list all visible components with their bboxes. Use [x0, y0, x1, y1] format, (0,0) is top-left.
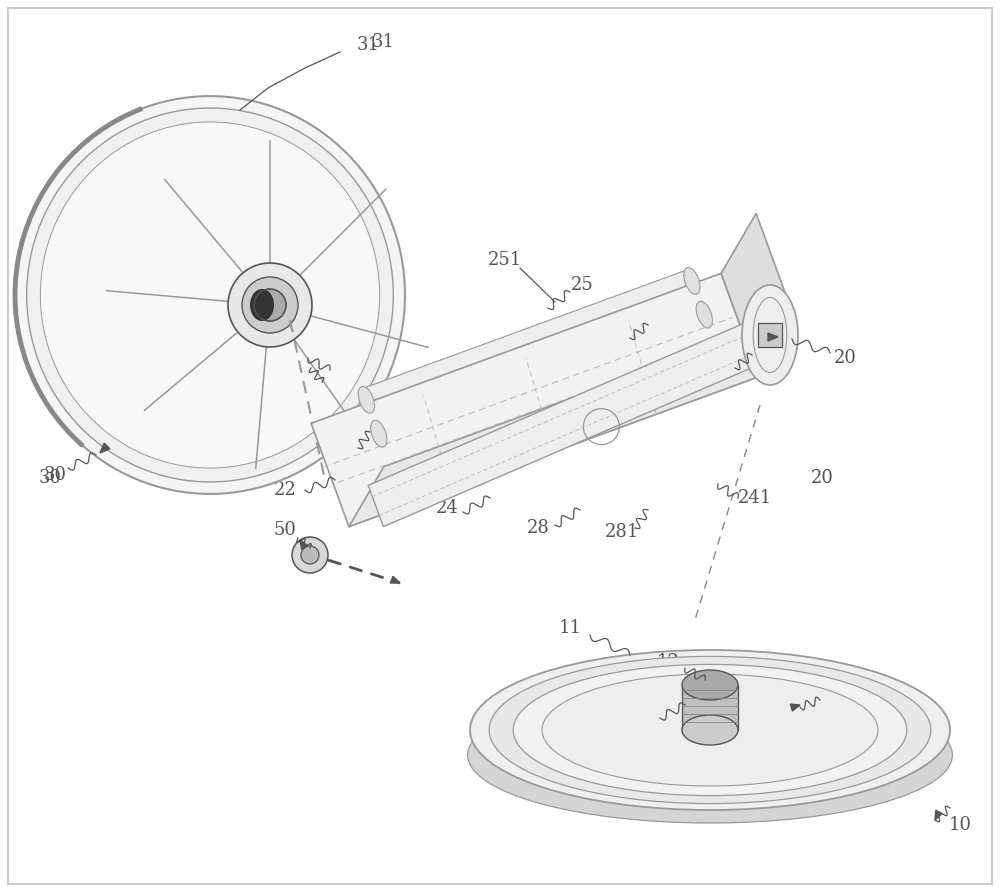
Text: 12: 12 [657, 653, 679, 671]
Text: 31: 31 [356, 36, 380, 54]
Text: 251: 251 [488, 251, 522, 269]
Ellipse shape [756, 317, 778, 359]
Text: 32: 32 [284, 341, 306, 359]
Polygon shape [311, 273, 759, 526]
Circle shape [254, 289, 286, 321]
Text: 28: 28 [527, 519, 549, 537]
Text: 40: 40 [137, 246, 159, 264]
Ellipse shape [684, 268, 700, 294]
Polygon shape [390, 576, 400, 583]
Polygon shape [300, 540, 308, 549]
Polygon shape [758, 323, 782, 347]
Text: 30: 30 [44, 466, 66, 484]
Text: 50: 50 [274, 521, 296, 539]
Polygon shape [682, 685, 738, 730]
Circle shape [228, 263, 312, 347]
Polygon shape [362, 269, 696, 411]
Text: 22: 22 [274, 481, 296, 499]
Ellipse shape [15, 96, 405, 494]
Text: 23: 23 [651, 309, 673, 327]
Polygon shape [768, 333, 778, 341]
Ellipse shape [542, 674, 878, 786]
Ellipse shape [371, 420, 387, 447]
Ellipse shape [358, 386, 375, 413]
Circle shape [292, 537, 328, 573]
Polygon shape [349, 317, 794, 526]
Text: 20: 20 [811, 469, 833, 487]
Polygon shape [368, 317, 775, 526]
Circle shape [242, 277, 298, 333]
Polygon shape [790, 704, 800, 711]
Text: 241: 241 [738, 489, 772, 507]
Text: 25: 25 [571, 276, 593, 294]
Text: 13: 13 [632, 715, 654, 733]
Ellipse shape [489, 657, 931, 804]
Text: 40: 40 [809, 679, 831, 697]
Ellipse shape [27, 108, 393, 482]
Circle shape [301, 546, 319, 564]
Ellipse shape [470, 650, 950, 810]
Polygon shape [375, 303, 708, 445]
Text: 31: 31 [372, 33, 394, 51]
Ellipse shape [742, 285, 798, 385]
Text: 10: 10 [948, 816, 972, 834]
Ellipse shape [682, 670, 738, 700]
Text: 20: 20 [834, 349, 856, 367]
Ellipse shape [513, 665, 907, 796]
Ellipse shape [696, 301, 712, 328]
Text: 21: 21 [347, 414, 369, 432]
Text: 281: 281 [605, 523, 639, 541]
Ellipse shape [250, 289, 274, 321]
Ellipse shape [468, 687, 952, 823]
Text: 11: 11 [558, 619, 582, 637]
Ellipse shape [40, 122, 380, 468]
Text: 26: 26 [739, 351, 761, 369]
Text: 24: 24 [436, 499, 458, 517]
Text: 40: 40 [134, 281, 156, 299]
Text: 32: 32 [287, 351, 309, 369]
Text: 30: 30 [38, 469, 62, 487]
Ellipse shape [682, 715, 738, 745]
Polygon shape [935, 810, 942, 820]
Polygon shape [100, 443, 110, 453]
Polygon shape [721, 213, 794, 376]
